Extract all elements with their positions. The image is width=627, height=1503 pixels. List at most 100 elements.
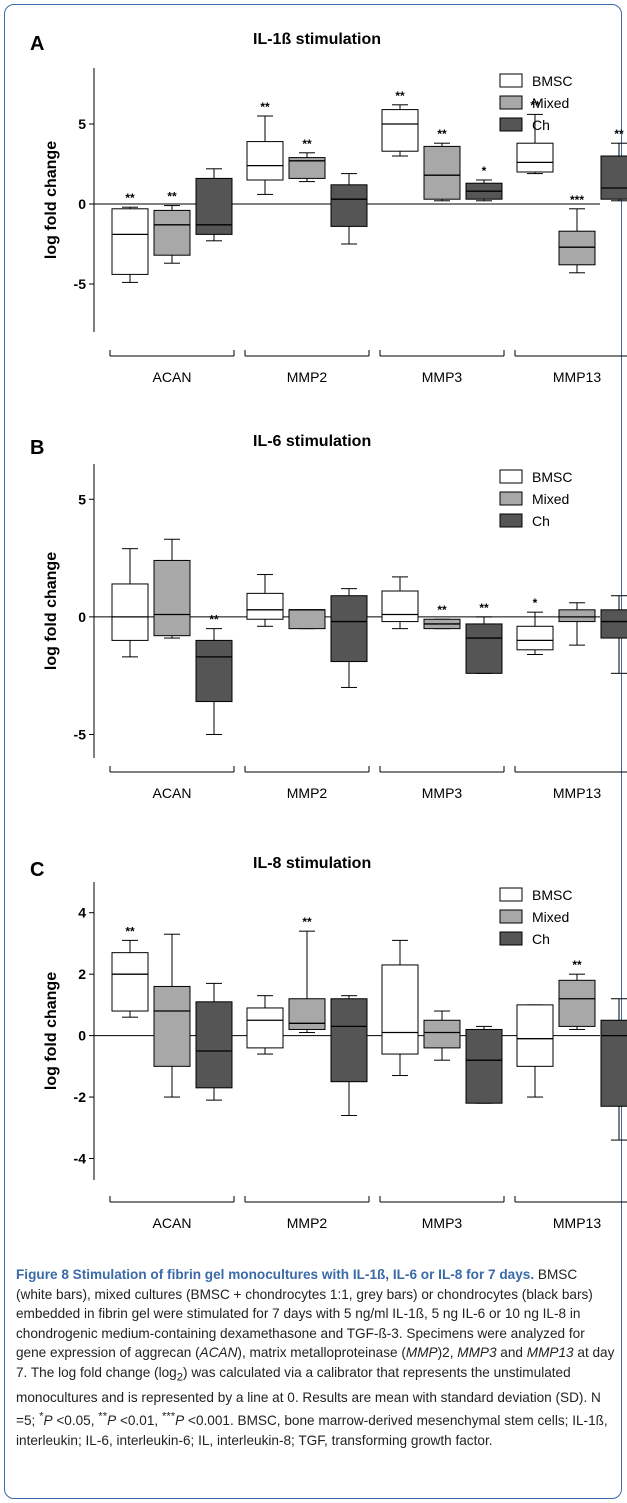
panel-b-category-label-acan: ACAN: [153, 785, 192, 801]
panel-c-y-tick-label: 2: [78, 966, 86, 982]
panel-a-box-mixed-mmp13-significance: ***: [570, 193, 584, 207]
panel-b-box-mixed-mmp13: [558, 609, 596, 623]
panel-c-title: IL-8 stimulation: [253, 855, 371, 872]
panel-a-box-bmsc-mmp2: [246, 141, 284, 181]
panel-c-legend-swatch-ch: [499, 931, 523, 946]
panel-b-box-ch-acan-significance: **: [209, 613, 219, 627]
panel-a-box-mixed-mmp2: [288, 157, 326, 179]
caption-body: BMSC (white bars), mixed cultures (BMSC …: [16, 1267, 615, 1448]
panel-a-box-mixed-acan-significance: **: [167, 190, 177, 204]
panel-c-box-mixed-mmp13: [558, 979, 596, 1027]
panel-b-box-bmsc-mmp2: [246, 592, 284, 620]
panel-b-box-mixed-mmp3-significance: **: [437, 603, 447, 617]
panel-c-y-axis-label: log fold change: [43, 972, 60, 1090]
panel-a-box-bmsc-acan-significance: **: [125, 191, 135, 205]
panel-a-box-bmsc-mmp2-significance: **: [260, 100, 270, 114]
panel-c-legend-swatch-mixed: [499, 909, 523, 924]
panel-b-legend-label-mixed: Mixed: [532, 491, 569, 507]
panel-a-box-bmsc-mmp3-significance: **: [395, 89, 405, 103]
panel-a-box-mixed-acan: [153, 209, 191, 256]
panel-b-legend-label-bmsc: BMSC: [532, 469, 572, 485]
panel-a-letter: A: [30, 33, 44, 55]
panel-b-box-bmsc-mmp13: [516, 625, 554, 651]
panel-c-legend-swatch-bmsc: [499, 887, 523, 902]
panel-a-box-bmsc-mmp3: [381, 109, 419, 152]
panel-b-title: IL-6 stimulation: [253, 433, 371, 450]
panel-c-box-ch-mmp13: [600, 1019, 627, 1107]
panel-a-box-mixed-mmp13: [558, 230, 596, 266]
caption-title: Figure 8 Stimulation of fibrin gel monoc…: [16, 1267, 535, 1282]
panel-b-box-bmsc-mmp3: [381, 590, 419, 623]
panel-a-y-axis-label: log fold change: [43, 141, 60, 259]
panel-a-legend-label-bmsc: BMSC: [532, 73, 572, 89]
panel-b-legend-swatch-mixed: [499, 491, 523, 506]
panel-a-legend-label-mixed: Mixed: [532, 95, 569, 111]
panel-a-box-bmsc-mmp13-significance: **: [530, 98, 540, 112]
panel-b-category-label-mmp2: MMP2: [287, 785, 328, 801]
panel-a-category-label-mmp2: MMP2: [287, 369, 328, 385]
panel-c-legend-label-ch: Ch: [532, 931, 550, 947]
panel-b-box-mixed-mmp2: [288, 609, 326, 630]
panel-c-category-label-mmp13: MMP13: [553, 1215, 601, 1231]
panel-b-y-tick-label: -5: [74, 726, 87, 742]
panel-b-y-tick-label: 5: [78, 491, 86, 507]
panel-b-box-ch-acan: [195, 639, 233, 703]
panel-a-box-bmsc-mmp13: [516, 142, 554, 173]
panel-c-y-tick-label: -4: [74, 1150, 87, 1166]
panel-b-box-mixed-acan: [153, 559, 191, 637]
panel-c-y-tick-label: -2: [74, 1089, 87, 1105]
panel-b-legend-swatch-bmsc: [499, 469, 523, 484]
panel-b-category-label-mmp13: MMP13: [553, 785, 601, 801]
panel-a-legend-swatch-mixed: [499, 95, 523, 110]
panel-c-box-bmsc-mmp2: [246, 1007, 284, 1049]
panel-b-y-axis-label: log fold change: [43, 552, 60, 670]
panel-c-chart: C IL-8 stimulation log fold change 4 2 0 -2 -4 *…: [30, 855, 627, 1231]
panel-b-y-tick-label: 0: [78, 609, 86, 625]
panel-c-y-tick-label: 0: [78, 1028, 86, 1044]
panel-a-y-tick-label: 5: [78, 116, 86, 132]
panel-c-box-mixed-mmp2-significance: **: [302, 915, 312, 929]
panel-b-category-label-mmp3: MMP3: [422, 785, 463, 801]
figure-frame: [4, 4, 622, 1499]
panel-c-box-bmsc-acan: [111, 952, 149, 1012]
panel-b-box-bmsc-mmp13-significance: *: [533, 596, 538, 610]
panel-c-category-label-mmp2: MMP2: [287, 1215, 328, 1231]
panel-b-box-ch-mmp3: [465, 623, 503, 674]
panel-b-legend-swatch-ch: [499, 513, 523, 528]
panel-b-box-ch-mmp2: [330, 595, 368, 663]
panel-a-box-mixed-mmp3: [423, 145, 461, 200]
panel-a-box-ch-acan: [195, 177, 233, 235]
panel-b-box-ch-mmp3-significance: **: [479, 601, 489, 615]
panel-c-box-bmsc-acan-significance: **: [125, 924, 135, 938]
panel-c-box-mixed-acan: [153, 985, 191, 1067]
panel-a-y-tick-label: 0: [78, 196, 86, 212]
panel-a-box-ch-mmp2: [330, 184, 368, 227]
panel-c-box-mixed-mmp3: [423, 1019, 461, 1049]
panel-a-legend-swatch-bmsc: [499, 73, 523, 88]
panel-b-box-ch-mmp13: [600, 609, 627, 639]
panel-b-legend-label-ch: Ch: [532, 513, 550, 529]
panel-c-legend-label-mixed: Mixed: [532, 909, 569, 925]
panel-c-y-tick-label: 4: [78, 905, 86, 921]
panel-c-box-ch-mmp2: [330, 998, 368, 1083]
panel-c-box-bmsc-mmp3: [381, 964, 419, 1055]
panel-b-letter: B: [30, 437, 44, 459]
panel-c-letter: C: [30, 859, 44, 881]
panel-b-box-bmsc-acan: [111, 583, 149, 641]
panel-a-legend-label-ch: Ch: [532, 117, 550, 133]
panel-a-box-bmsc-acan: [111, 208, 149, 275]
panel-c-box-bmsc-mmp13: [516, 1004, 554, 1067]
panel-c-category-label-acan: ACAN: [153, 1215, 192, 1231]
panel-a-box-ch-mmp3-significance: *: [482, 164, 487, 178]
panel-a-category-label-mmp3: MMP3: [422, 369, 463, 385]
panel-b-chart: B IL-6 stimulation log fold change 5 0 -5 ** AC…: [30, 433, 627, 801]
panel-a-category-label-acan: ACAN: [153, 369, 192, 385]
panel-c-box-ch-mmp3: [465, 1028, 503, 1104]
panel-c-box-mixed-mmp13-significance: **: [572, 958, 582, 972]
figure-caption: Figure 8 Stimulation of fibrin gel monoc…: [16, 1265, 616, 1451]
panel-a-y-tick-label: -5: [74, 276, 87, 292]
panel-c-box-mixed-mmp2: [288, 998, 326, 1030]
panel-a-box-ch-mmp13-significance: **: [614, 127, 624, 141]
